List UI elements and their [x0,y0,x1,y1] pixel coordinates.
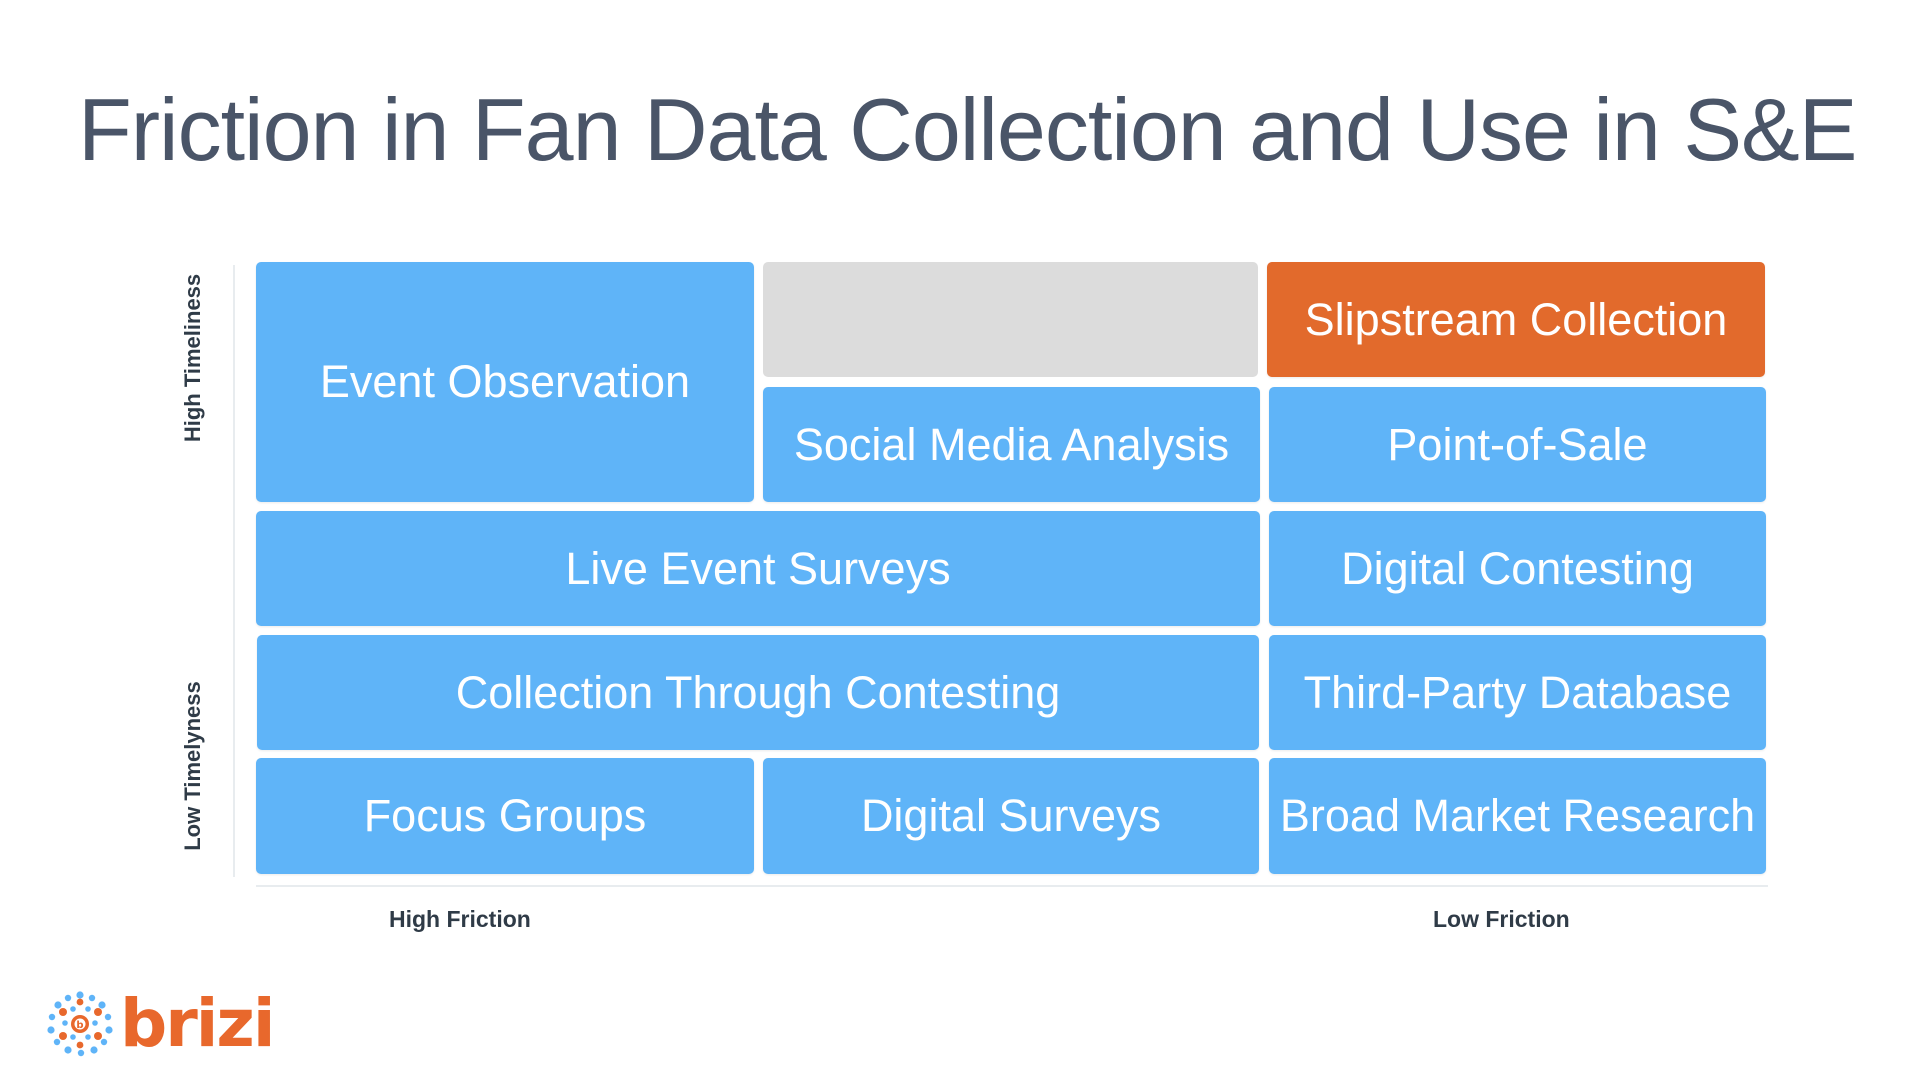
cell-digital-contesting: Digital Contesting [1269,511,1766,626]
cell-point-of-sale: Point-of-Sale [1269,387,1766,502]
y-axis-label-low: Low Timelyness [180,681,205,851]
y-axis-label-high: High Timeliness [180,273,205,443]
brizi-logo: b brizi [46,985,275,1062]
y-axis-line [233,265,235,877]
x-axis-label-low: Low Friction [1433,906,1570,932]
brizi-logo-text: brizi [120,985,275,1062]
cell-focus-groups: Focus Groups [256,758,754,874]
cell-live-event-surveys: Live Event Surveys [256,511,1260,626]
svg-text:b: b [76,1020,83,1031]
cell-event-observation: Event Observation [256,262,754,502]
cell-collection-through-contesting: Collection Through Contesting [257,635,1259,750]
x-axis-label-high: High Friction [389,906,531,932]
x-axis-line [256,885,1768,887]
cell-empty [763,262,1258,377]
brizi-dots-icon: b [47,991,113,1057]
cell-social-media-analysis: Social Media Analysis [763,387,1260,502]
page-title: Friction in Fan Data Collection and Use … [78,80,1857,179]
cell-digital-surveys: Digital Surveys [763,758,1259,874]
cell-third-party-database: Third-Party Database [1269,635,1766,750]
cell-broad-market-research: Broad Market Research [1269,758,1766,874]
cell-slipstream-collection: Slipstream Collection [1267,262,1765,377]
